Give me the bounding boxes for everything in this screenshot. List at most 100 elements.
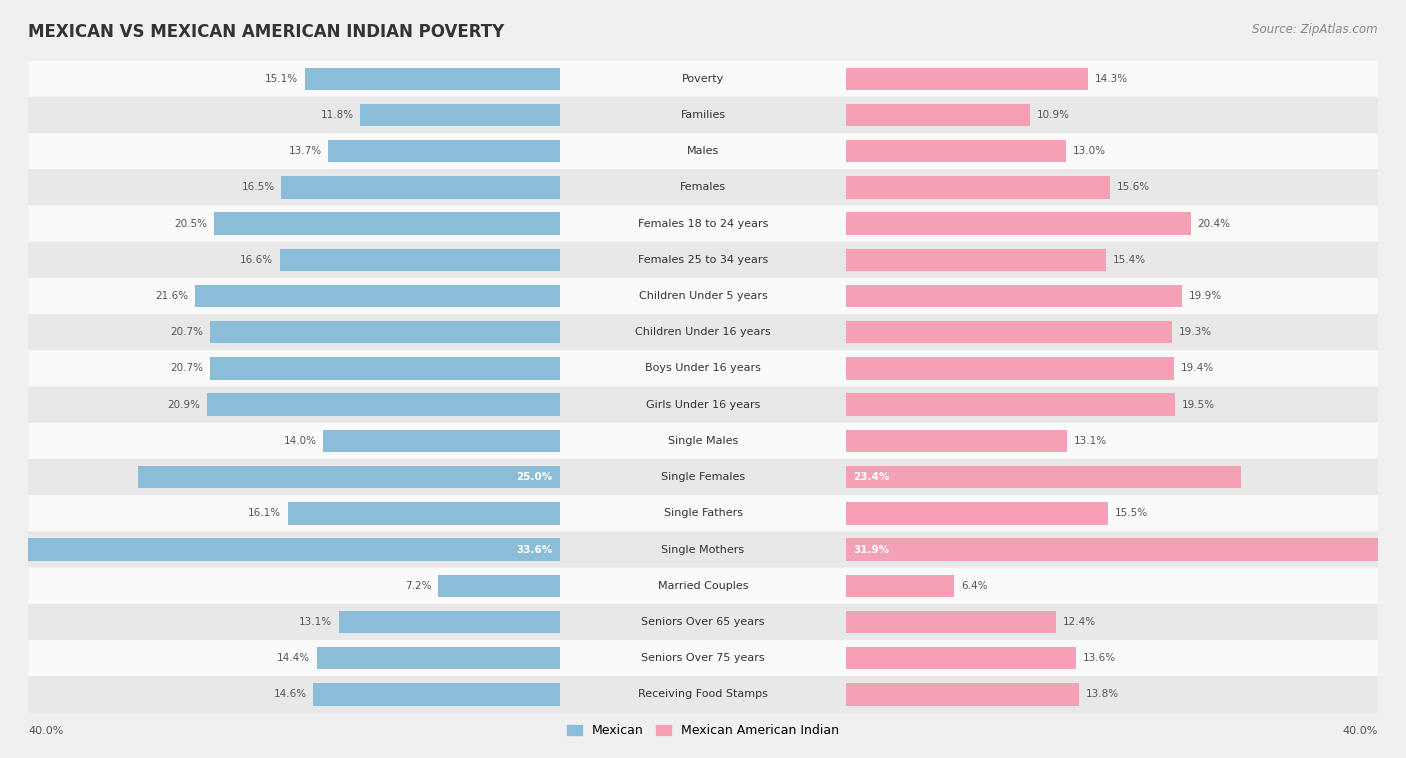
Text: Poverty: Poverty [682,74,724,83]
Text: 13.6%: 13.6% [1083,653,1116,663]
Bar [846,321,1173,343]
Text: 19.5%: 19.5% [1182,399,1215,409]
FancyBboxPatch shape [28,314,1378,350]
Bar [846,67,1088,90]
Bar [846,176,1109,199]
Text: 15.1%: 15.1% [264,74,298,83]
Text: 15.6%: 15.6% [1116,183,1150,193]
Text: 20.4%: 20.4% [1198,218,1230,229]
Bar [314,683,560,706]
Bar [846,393,1175,416]
Text: 15.4%: 15.4% [1114,255,1146,265]
Bar [846,502,1108,525]
Text: Females 18 to 24 years: Females 18 to 24 years [638,218,768,229]
FancyBboxPatch shape [28,676,1378,713]
Bar [305,67,560,90]
Bar [846,575,955,597]
Text: 19.9%: 19.9% [1189,291,1222,301]
Text: 12.4%: 12.4% [1063,617,1095,627]
Text: 31.9%: 31.9% [853,544,889,555]
FancyBboxPatch shape [28,97,1378,133]
Text: 25.0%: 25.0% [516,472,553,482]
Text: 20.7%: 20.7% [170,364,204,374]
Text: 13.1%: 13.1% [1074,436,1108,446]
FancyBboxPatch shape [28,459,1378,495]
Text: 16.6%: 16.6% [239,255,273,265]
FancyBboxPatch shape [28,169,1378,205]
Text: Single Males: Single Males [668,436,738,446]
Text: 23.4%: 23.4% [853,472,890,482]
Text: 19.4%: 19.4% [1181,364,1213,374]
Text: Single Fathers: Single Fathers [664,509,742,518]
Text: 21.6%: 21.6% [155,291,188,301]
Bar [207,393,560,416]
Text: 7.2%: 7.2% [405,581,432,590]
Bar [211,321,560,343]
FancyBboxPatch shape [28,387,1378,423]
Text: 20.5%: 20.5% [174,218,207,229]
Bar [846,212,1191,235]
Bar [329,140,560,162]
FancyBboxPatch shape [28,604,1378,640]
Bar [280,249,560,271]
Text: 33.6%: 33.6% [516,544,553,555]
Text: Single Mothers: Single Mothers [661,544,745,555]
FancyBboxPatch shape [28,61,1378,97]
Text: MEXICAN VS MEXICAN AMERICAN INDIAN POVERTY: MEXICAN VS MEXICAN AMERICAN INDIAN POVER… [28,23,505,41]
Text: Source: ZipAtlas.com: Source: ZipAtlas.com [1253,23,1378,36]
Bar [316,647,560,669]
Bar [846,466,1241,488]
Bar [846,647,1076,669]
Text: Females: Females [681,183,725,193]
Bar [281,176,560,199]
Text: 20.9%: 20.9% [167,399,200,409]
Bar [846,285,1182,307]
Bar [846,611,1056,633]
Bar [214,212,560,235]
Text: Boys Under 16 years: Boys Under 16 years [645,364,761,374]
Text: 6.4%: 6.4% [962,581,987,590]
Text: Children Under 5 years: Children Under 5 years [638,291,768,301]
Bar [846,430,1067,452]
Text: 14.3%: 14.3% [1094,74,1128,83]
Bar [0,538,560,561]
FancyBboxPatch shape [28,205,1378,242]
Text: 40.0%: 40.0% [1343,726,1378,737]
FancyBboxPatch shape [28,531,1378,568]
Text: 13.8%: 13.8% [1085,690,1119,700]
Text: Married Couples: Married Couples [658,581,748,590]
Text: 10.9%: 10.9% [1038,110,1070,120]
Bar [138,466,560,488]
Text: Receiving Food Stamps: Receiving Food Stamps [638,690,768,700]
Bar [846,538,1385,561]
Bar [360,104,560,126]
FancyBboxPatch shape [28,640,1378,676]
Text: 15.5%: 15.5% [1115,509,1147,518]
Bar [846,140,1066,162]
Text: 19.3%: 19.3% [1178,327,1212,337]
Text: Females 25 to 34 years: Females 25 to 34 years [638,255,768,265]
Bar [846,357,1174,380]
Text: 16.5%: 16.5% [242,183,274,193]
Text: Children Under 16 years: Children Under 16 years [636,327,770,337]
Text: Girls Under 16 years: Girls Under 16 years [645,399,761,409]
Bar [288,502,560,525]
Text: 14.0%: 14.0% [284,436,316,446]
Bar [846,249,1107,271]
Legend: Mexican, Mexican American Indian: Mexican, Mexican American Indian [562,719,844,742]
Text: Seniors Over 75 years: Seniors Over 75 years [641,653,765,663]
Text: 11.8%: 11.8% [321,110,354,120]
Text: 14.4%: 14.4% [277,653,309,663]
Bar [846,104,1031,126]
Text: Seniors Over 65 years: Seniors Over 65 years [641,617,765,627]
Bar [195,285,560,307]
Text: 20.7%: 20.7% [170,327,204,337]
Bar [439,575,560,597]
Text: 16.1%: 16.1% [247,509,281,518]
FancyBboxPatch shape [28,423,1378,459]
Bar [211,357,560,380]
FancyBboxPatch shape [28,278,1378,314]
Text: 40.0%: 40.0% [28,726,63,737]
FancyBboxPatch shape [28,133,1378,169]
FancyBboxPatch shape [28,350,1378,387]
